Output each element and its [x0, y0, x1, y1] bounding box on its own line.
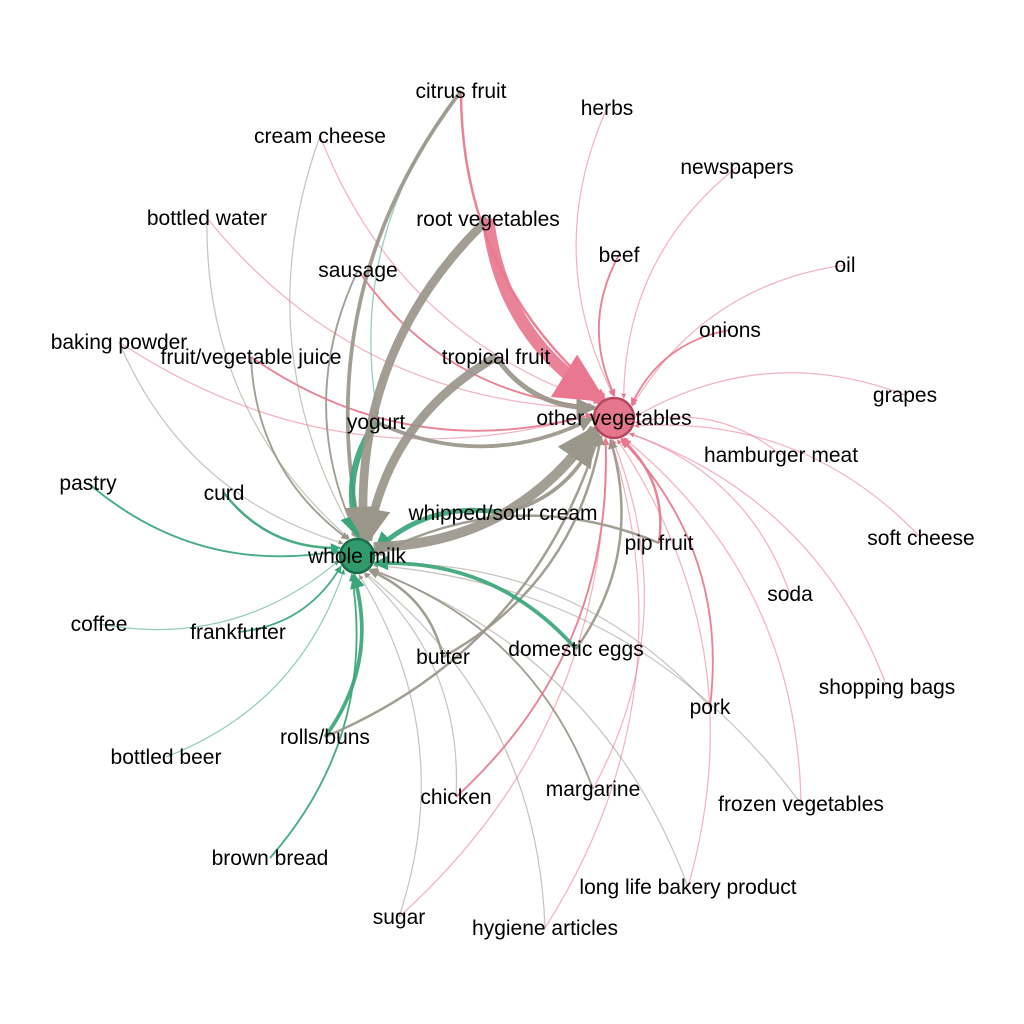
edge-chicken-to-whole-milk — [363, 573, 458, 798]
node-label-domestic-eggs: domestic eggs — [508, 638, 643, 661]
node-label-bottled-beer: bottled beer — [111, 746, 222, 769]
node-label-pastry: pastry — [59, 472, 117, 495]
edge-whole-milk-to-other-vegetables — [373, 425, 599, 552]
edge-pork-to-other-vegetables — [620, 438, 714, 708]
node-label-cream-cheese: cream cheese — [254, 125, 386, 148]
edge-domestic-eggs-to-other-vegetables — [574, 438, 623, 650]
edge-rolls-buns-to-whole-milk — [323, 573, 365, 739]
edge-margarine-to-other-vegetables — [592, 439, 645, 790]
node-label-soft-cheese: soft cheese — [867, 527, 974, 550]
edge-pork-to-whole-milk — [374, 560, 711, 708]
edge-chicken-to-other-vegetables — [455, 437, 610, 798]
edge-sausage-to-other-vegetables — [357, 269, 596, 411]
node-label-pork: pork — [690, 696, 731, 719]
edge-tropical-fruit-to-other-vegetables — [493, 355, 597, 419]
node-label-beef: beef — [599, 244, 640, 267]
node-label-herbs: herbs — [581, 97, 634, 120]
node-label-other-vegetables: other vegetables — [536, 407, 691, 430]
edge-oil-to-other-vegetables — [631, 264, 846, 407]
edge-hygiene-articles-to-other-vegetables — [544, 439, 640, 929]
node-label-hamburger-meat: hamburger meat — [704, 444, 858, 467]
node-label-grapes: grapes — [873, 384, 937, 407]
edge-pip-fruit-to-whole-milk — [375, 514, 660, 557]
node-label-sugar: sugar — [373, 906, 426, 929]
edge-bottled-water-to-whole-milk — [206, 217, 350, 540]
edge-frozen-vegetables-to-whole-milk — [373, 563, 802, 805]
node-label-pip-fruit: pip fruit — [625, 532, 694, 555]
label-layer: whole milk other vegetables citrus fruit he… — [51, 80, 975, 940]
node-label-coffee: coffee — [71, 613, 128, 636]
node-label-whipped-sour-cream: whipped/sour cream — [407, 502, 597, 525]
edge-pastry-to-whole-milk — [87, 482, 340, 558]
edge-brown-bread-to-whole-milk — [269, 573, 358, 859]
node-label-hygiene-articles: hygiene articles — [472, 917, 618, 940]
edge-soft-cheese-to-other-vegetables — [634, 423, 922, 539]
node-label-soda: soda — [767, 583, 813, 606]
edge-long-life-bakery-product-to-other-vegetables — [616, 439, 711, 888]
node-label-root-vegetables: root vegetables — [416, 208, 560, 231]
node-label-onions: onions — [699, 319, 761, 342]
edge-beef-to-other-vegetables — [597, 254, 620, 397]
edge-cream-cheese-to-other-vegetables — [319, 135, 599, 404]
edge-soda-to-other-vegetables — [629, 432, 791, 595]
node-label-chicken: chicken — [420, 786, 491, 809]
node-label-sausage: sausage — [318, 259, 397, 282]
node-label-bottled-water: bottled water — [147, 207, 267, 230]
edge-coffee-to-whole-milk — [98, 560, 340, 631]
edge-butter-to-other-vegetables — [442, 434, 605, 659]
edge-long-life-bakery-product-to-whole-milk — [369, 568, 689, 888]
node-label-brown-bread: brown bread — [212, 847, 329, 870]
edge-rolls-buns-to-other-vegetables — [324, 433, 602, 739]
edge-root-vegetables-to-whole-milk — [344, 215, 492, 542]
edge-root-vegetables-to-other-vegetables — [481, 218, 607, 405]
edge-hamburger-meat-to-other-vegetables — [635, 416, 782, 456]
edge-newspapers-to-other-vegetables — [621, 166, 738, 399]
node-label-newspapers: newspapers — [680, 156, 793, 179]
edge-hygiene-articles-to-whole-milk — [365, 572, 546, 929]
node-label-butter: butter — [416, 646, 470, 669]
node-label-margarine: margarine — [546, 778, 641, 801]
edge-citrus-fruit-to-whole-milk — [345, 89, 463, 539]
edge-butter-to-whole-milk — [368, 569, 445, 658]
node-label-tropical-fruit: tropical fruit — [442, 346, 551, 369]
edge-frankfurter-to-whole-milk — [237, 565, 342, 633]
edge-sugar-to-whole-milk — [358, 574, 422, 918]
edge-pip-fruit-to-other-vegetables — [620, 437, 662, 544]
edge-fruit-vegetable-juice-to-whole-milk — [250, 356, 349, 540]
node-label-frozen-vegetables: frozen vegetables — [718, 793, 884, 816]
node-label-whole-milk: whole milk — [307, 545, 407, 568]
edge-layer — [87, 89, 922, 929]
hub-node-whole-milk[interactable] — [338, 537, 376, 575]
hub-layer — [338, 396, 636, 575]
hub-node-other-vegetables[interactable] — [592, 396, 636, 440]
node-label-rolls-buns: rolls/buns — [280, 726, 370, 749]
node-label-fruit-vegetable-juice: fruit/vegetable juice — [161, 346, 342, 369]
edge-curd-to-whole-milk — [223, 492, 341, 554]
edge-sausage-to-whole-milk — [325, 269, 359, 538]
node-label-frankfurter: frankfurter — [190, 621, 286, 644]
node-label-curd: curd — [204, 482, 245, 505]
node-label-oil: oil — [834, 254, 855, 277]
edge-tropical-fruit-to-whole-milk — [355, 353, 499, 544]
edge-cream-cheese-to-whole-milk — [289, 135, 356, 538]
edge-bottled-water-to-other-vegetables — [206, 217, 595, 411]
edge-baking-powder-to-whole-milk — [118, 341, 344, 545]
edge-grapes-to-other-vegetables — [635, 372, 906, 417]
node-label-citrus-fruit: citrus fruit — [415, 80, 506, 103]
edge-margarine-to-whole-milk — [369, 568, 594, 790]
edge-onions-to-other-vegetables — [630, 329, 731, 406]
edge-bottled-beer-to-whole-milk — [165, 569, 345, 758]
node-label-shopping-bags: shopping bags — [819, 676, 956, 699]
edge-domestic-eggs-to-whole-milk — [373, 555, 578, 651]
edge-shopping-bags-to-other-vegetables — [629, 432, 888, 688]
node-label-yogurt: yogurt — [347, 411, 406, 434]
node-label-baking-powder: baking powder — [51, 331, 188, 354]
edge-frozen-vegetables-to-other-vegetables — [623, 437, 802, 805]
node-label-long-life-bakery-product: long life bakery product — [579, 876, 796, 899]
